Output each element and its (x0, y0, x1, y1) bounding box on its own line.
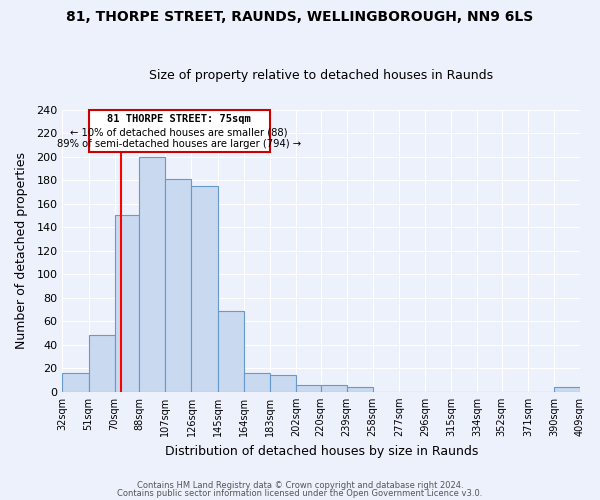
Text: Contains HM Land Registry data © Crown copyright and database right 2024.: Contains HM Land Registry data © Crown c… (137, 481, 463, 490)
Text: 81 THORPE STREET: 75sqm: 81 THORPE STREET: 75sqm (107, 114, 251, 124)
Text: ← 10% of detached houses are smaller (88): ← 10% of detached houses are smaller (88… (70, 127, 288, 137)
Bar (554, 387, 580, 392)
Bar (62, 373, 89, 392)
Text: 81, THORPE STREET, RAUNDS, WELLINGBOROUGH, NN9 6LS: 81, THORPE STREET, RAUNDS, WELLINGBOROUG… (67, 10, 533, 24)
X-axis label: Distribution of detached houses by size in Raunds: Distribution of detached houses by size … (164, 444, 478, 458)
Bar (270, 376, 296, 392)
Text: 89% of semi-detached houses are larger (794) →: 89% of semi-detached houses are larger (… (57, 139, 301, 149)
Bar (89, 336, 115, 392)
FancyBboxPatch shape (89, 110, 270, 152)
Text: Contains public sector information licensed under the Open Government Licence v3: Contains public sector information licen… (118, 488, 482, 498)
Bar (139, 156, 166, 392)
Bar (115, 216, 139, 392)
Bar (244, 373, 270, 392)
Bar (296, 384, 320, 392)
Title: Size of property relative to detached houses in Raunds: Size of property relative to detached ho… (149, 69, 493, 82)
Bar (218, 310, 244, 392)
Bar (191, 186, 218, 392)
Bar (347, 387, 373, 392)
Y-axis label: Number of detached properties: Number of detached properties (15, 152, 28, 349)
Bar (320, 384, 347, 392)
Bar (166, 179, 191, 392)
